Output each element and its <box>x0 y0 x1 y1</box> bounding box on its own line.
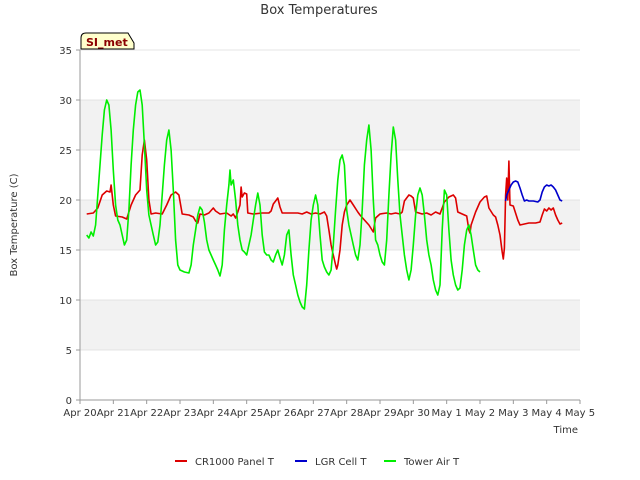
x-axis: Apr 20 Apr 21 Apr 22 Apr 23 Apr 24 Apr 25 Apr … <box>63 399 595 419</box>
x-axis-label: Time <box>553 425 578 436</box>
x-tick-label: Apr 20 <box>63 408 96 419</box>
plot-band <box>80 300 580 350</box>
legend-label: LGR Cell T <box>315 457 367 468</box>
x-tick-label: Apr 29 <box>363 408 396 419</box>
x-tick-label: Apr 22 <box>130 408 163 419</box>
site-label-tag <box>80 32 135 50</box>
x-tick-label: Apr 27 <box>297 408 330 419</box>
site-label: SI_met <box>86 36 128 49</box>
y-tick-label: 0 <box>66 396 72 407</box>
data-series <box>86 89 563 310</box>
series-line-lgr-cell-t <box>504 180 563 203</box>
series-line-tower-air-t <box>86 89 481 310</box>
legend-label: CR1000 Panel T <box>195 457 275 468</box>
x-tick-label: May 2 <box>465 408 495 419</box>
x-tick-label: Apr 24 <box>197 408 230 419</box>
x-tick-label: Apr 26 <box>263 408 296 419</box>
y-tick-label: 15 <box>59 246 72 257</box>
y-tick-label: 35 <box>59 46 72 57</box>
legend: CR1000 Panel T LGR Cell T Tower Air T <box>175 457 460 468</box>
y-tick-label: 20 <box>59 196 72 207</box>
site-label-box: SI_met <box>80 32 135 50</box>
x-tick-label: Apr 21 <box>97 408 130 419</box>
y-tick-label: 30 <box>59 96 72 107</box>
y-tick-label: 25 <box>59 146 72 157</box>
y-axis: 0 5 10 15 20 25 30 35 <box>59 46 81 407</box>
x-tick-label: May 4 <box>532 408 562 419</box>
legend-label: Tower Air T <box>403 457 460 468</box>
x-tick-label: May 5 <box>565 408 595 419</box>
x-tick-label: Apr 25 <box>230 408 263 419</box>
x-tick-label: May 3 <box>498 408 528 419</box>
series-line-cr1000-panel-t <box>86 139 563 270</box>
plot-band <box>80 100 580 150</box>
x-tick-label: Apr 30 <box>397 408 430 419</box>
x-tick-label: May 1 <box>432 408 462 419</box>
plot-bands <box>80 100 580 350</box>
y-axis-label: Box Temperature (C) <box>9 173 20 276</box>
x-tick-label: Apr 28 <box>330 408 363 419</box>
y-tick-label: 5 <box>66 346 72 357</box>
x-tick-label: Apr 23 <box>163 408 196 419</box>
chart-title: Box Temperatures <box>260 3 378 18</box>
y-tick-label: 10 <box>59 296 72 307</box>
